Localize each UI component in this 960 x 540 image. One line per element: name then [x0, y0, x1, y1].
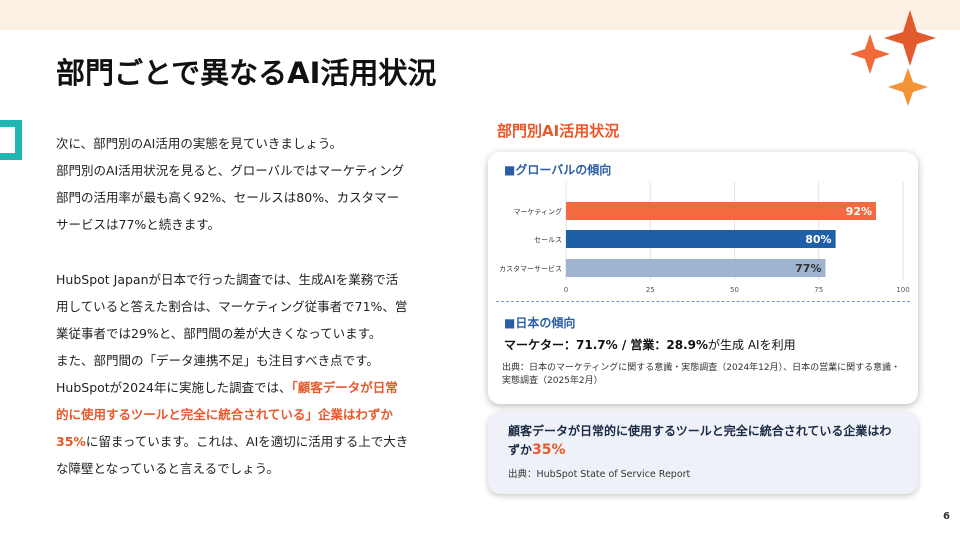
sparkle-icon [850, 10, 936, 106]
body-line: 業従事者では29%と、部門間の差が大きくなっています。 [56, 326, 382, 341]
body-line: HubSpot Japanが日本で行った調査では、生成AIを業務で活 [56, 272, 399, 287]
callout-source: 出典：HubSpot State of Service Report [508, 469, 691, 480]
body-line: 35%に留まっています。これは、AIを適切に活用する上で大き [56, 428, 456, 455]
global-trend-heading: ■グローバルの傾向 [504, 163, 612, 177]
body-line: また、部門間の「データ連携不足」も注目すべき点です。 [56, 353, 379, 368]
bar-value-label: 92% [846, 205, 872, 218]
highlight-text: 的に使用するツールと完全に統合されている」企業はわずか [56, 407, 393, 422]
callout-highlight: 35% [532, 442, 566, 458]
body-text: 次に、部門別のAI活用の実態を見ていきましょう。 部門別のAI活用状況を見ると、… [56, 130, 456, 482]
body-line: HubSpotが2024年に実施した調査では、「顧客データが日常 [56, 374, 456, 401]
body-line: な障壁となっていると言えるでしょう。 [56, 461, 279, 476]
bar-chart: 0 25 50 75 100 マーケティング 92% セールス 80% カスタマーサービス 77% [499, 182, 910, 294]
body-line: サービスは77%と続きます。 [56, 217, 221, 232]
body-line: 用していると答えた割合は、マーケティング従事者で71%、営 [56, 299, 408, 314]
decorative-bracket [0, 120, 22, 160]
body-line: 部門別のAI活用状況を見ると、グローバルではマーケティング [56, 163, 405, 178]
slide-title: 部門ごとで異なるAI活用状況 [56, 56, 437, 90]
body-line: 部門の活用率が最も高く92%、セールスは80%、カスタマー [56, 190, 400, 205]
x-tick-label: 50 [730, 286, 739, 294]
bar [566, 202, 877, 220]
callout-card: 顧客データが日常的に使用するツールと完全に統合されている企業はわずか35% 出典… [488, 412, 918, 494]
category-label: セールス [534, 236, 562, 244]
japan-stat-label: マーケター： [504, 338, 577, 352]
body-segment: HubSpotが2024年に実施した調査では、 [56, 380, 292, 395]
bar [566, 259, 826, 277]
page-number: 6 [943, 511, 950, 522]
body-line: 次に、部門別のAI活用の実態を見ていきましょう。 [56, 136, 343, 151]
bar-value-label: 80% [805, 233, 831, 246]
callout-body: 顧客データが日常的に使用するツールと完全に統合されている企業はわずか [508, 424, 892, 457]
highlight-percent: 35% [56, 434, 86, 449]
x-tick-label: 100 [896, 286, 909, 294]
japan-stat-tail: が生成 AIを利用 [708, 338, 796, 352]
source-note: 出典：日本のマーケティングに関する意識・実態調査（2024年12月）、日本の営業… [502, 363, 901, 386]
bar-value-label: 77% [795, 262, 821, 275]
japan-stat: マーケター：71.7% / 営業：28.9%が生成 AIを利用 [504, 336, 796, 353]
japan-trend-heading: ■日本の傾向 [504, 316, 576, 330]
chart-card: ■グローバルの傾向 0 25 50 75 100 マーケティング 92% セールス 80% カスタ… [488, 152, 918, 404]
x-tick-label: 25 [646, 286, 655, 294]
japan-stat-values: 71.7% / 営業：28.9% [576, 338, 709, 352]
bar [566, 230, 836, 248]
body-segment: に留まっています。これは、AIを適切に活用する上で大き [85, 434, 409, 449]
x-tick-label: 0 [564, 286, 568, 294]
highlight-text: 「顧客データが日常 [291, 380, 398, 395]
category-label: カスタマーサービス [499, 264, 562, 273]
x-tick-label: 75 [814, 286, 823, 294]
category-label: マーケティング [514, 207, 562, 216]
callout-text: 顧客データが日常的に使用するツールと完全に統合されている企業はわずか35% [508, 422, 903, 460]
panel-heading: 部門別AI活用状況 [497, 122, 620, 140]
top-band [0, 0, 960, 30]
dashed-divider [496, 301, 910, 302]
